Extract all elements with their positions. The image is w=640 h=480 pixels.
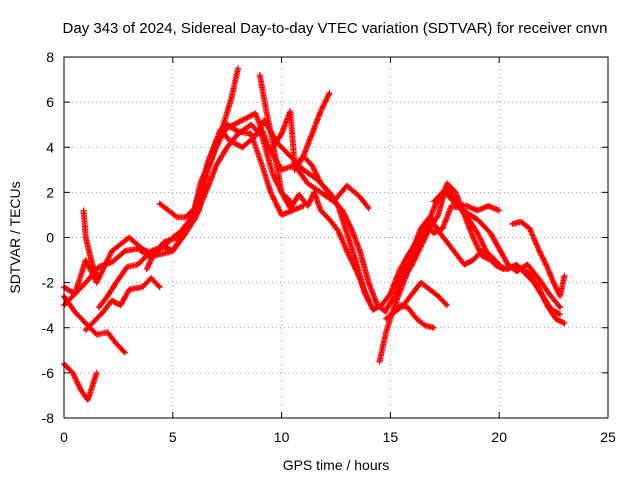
plot-frame: [63, 56, 609, 419]
data-point: [82, 275, 163, 334]
axis-ticks: 0 5 10 15 20 25 -8 -6 -4 -2 0 2 4 6 8: [42, 49, 616, 445]
data-point: [391, 214, 503, 291]
y-axis-label: SDTVAR / TECUs: [7, 181, 23, 293]
x-axis-label: GPS time / hours: [283, 457, 390, 473]
data-point: [383, 180, 564, 318]
x-tick-label: 10: [274, 429, 290, 445]
y-tick-label: 2: [46, 184, 54, 200]
series-sat20: [509, 218, 568, 300]
y-tick-label: 4: [46, 139, 54, 155]
x-tick-label: 5: [169, 429, 177, 445]
series-sat16: [391, 214, 503, 291]
y-tick-label: -6: [42, 365, 55, 381]
data-point: [61, 360, 100, 403]
data-point: [269, 108, 376, 313]
data-point: [509, 218, 568, 300]
series-sat18: [387, 302, 437, 331]
x-tick-label: 15: [383, 429, 399, 445]
y-tick-label: 8: [46, 49, 54, 65]
data-point: [80, 207, 102, 282]
series-sat12: [291, 90, 333, 173]
y-tick-label: -4: [42, 320, 55, 336]
data-point: [430, 189, 503, 214]
y-tick-label: -8: [42, 410, 55, 426]
series-sat11: [269, 108, 376, 313]
series-sat08: [143, 121, 296, 273]
chart-title: Day 343 of 2024, Sidereal Day-to-day VTE…: [63, 20, 608, 37]
data-point: [291, 90, 333, 173]
series-sat06: [82, 275, 163, 334]
x-tick-label: 25: [600, 429, 616, 445]
x-tick-label: 20: [491, 429, 507, 445]
data-point: [387, 302, 437, 331]
series-sat19: [430, 189, 503, 214]
series-sat05: [80, 207, 102, 282]
y-tick-label: 0: [46, 230, 54, 246]
grid-lines: [64, 57, 608, 418]
y-tick-label: -2: [42, 275, 55, 291]
data-point: [143, 121, 296, 273]
y-tick-label: 6: [46, 94, 54, 110]
x-tick-label: 0: [60, 429, 68, 445]
data-layer: [61, 65, 568, 403]
series-sat03: [61, 360, 100, 403]
series-sat15: [383, 180, 564, 318]
